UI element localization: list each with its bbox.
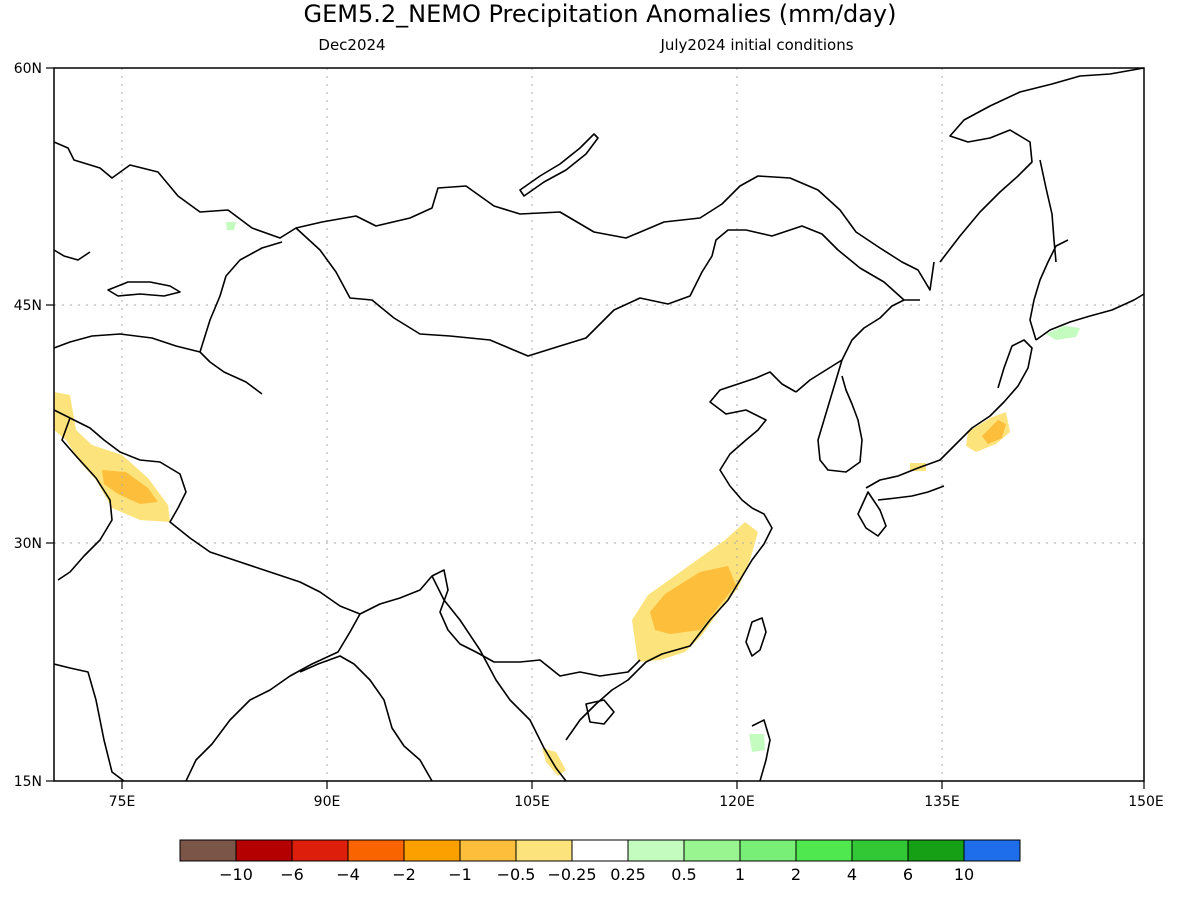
colorbar-label: −1 <box>448 865 472 884</box>
colorbar-label: 10 <box>954 865 974 884</box>
colorbar-label: −4 <box>336 865 360 884</box>
initial-conditions: July2024 initial conditions <box>659 36 853 54</box>
colorbar-swatch <box>907 839 965 862</box>
lon-label: 135E <box>924 794 960 810</box>
colorbar-label: 4 <box>847 865 857 884</box>
anomaly-shading <box>54 222 1080 776</box>
colorbar-labels: −10 −6 −4 −2 −1 −0.5 −0.25 0.25 0.5 1 2 4 6 10 <box>219 865 974 884</box>
colorbar-label: 2 <box>791 865 801 884</box>
lat-label: 30N <box>14 536 42 552</box>
colorbar-swatch <box>571 839 629 862</box>
longitude-labels: 75E 90E 105E 120E 135E 150E <box>109 794 1164 810</box>
colorbar-label: −2 <box>392 865 416 884</box>
colorbar-swatch <box>739 839 797 862</box>
anomaly-wet-light-luzon <box>749 734 765 752</box>
anomaly-wet-light-balkhash <box>226 222 236 230</box>
colorbar-swatch <box>291 839 349 862</box>
lon-label: 150E <box>1128 794 1164 810</box>
colorbar <box>179 839 1021 862</box>
colorbar-swatch <box>235 839 293 862</box>
colorbar-swatch <box>179 839 237 862</box>
colorbar-label: 0.25 <box>610 865 646 884</box>
lon-label: 75E <box>109 794 136 810</box>
latitude-labels: 60N 45N 30N 15N <box>14 61 42 790</box>
colorbar-swatch <box>515 839 573 862</box>
lat-ticks <box>46 67 54 782</box>
map-frame <box>53 67 1145 782</box>
colorbar-label: −0.25 <box>547 865 596 884</box>
colorbar-swatch <box>683 839 741 862</box>
colorbar-label: −6 <box>280 865 304 884</box>
forecast-month: Dec2024 <box>318 36 385 54</box>
anomaly-dry-light-shikoku <box>910 463 926 471</box>
coastlines-borders <box>54 68 1144 781</box>
anomaly-dry-medium-japan <box>982 420 1006 444</box>
colorbar-swatch <box>403 839 461 862</box>
colorbar-label: −10 <box>219 865 253 884</box>
colorbar-swatch <box>963 839 1021 862</box>
anomaly-wet-light-hokkaido <box>1046 326 1080 340</box>
graticule <box>54 68 1144 781</box>
anomaly-dry-medium-southchina <box>650 566 736 634</box>
map-title: GEM5.2_NEMO Precipitation Anomalies (mm/… <box>304 0 897 28</box>
colorbar-label: 0.5 <box>671 865 696 884</box>
map-area <box>54 68 1144 781</box>
colorbar-swatch <box>459 839 517 862</box>
lat-label: 45N <box>14 298 42 314</box>
lon-label: 120E <box>719 794 755 810</box>
lat-label: 60N <box>14 61 42 77</box>
colorbar-label: 6 <box>903 865 913 884</box>
lon-label: 105E <box>514 794 550 810</box>
colorbar-swatch <box>795 839 853 862</box>
colorbar-swatch <box>851 839 909 862</box>
colorbar-label: 1 <box>735 865 745 884</box>
colorbar-swatch <box>347 839 405 862</box>
colorbar-swatch <box>627 839 685 862</box>
lon-ticks <box>121 781 1145 789</box>
colorbar-label: −0.5 <box>497 865 536 884</box>
anomaly-dry-medium-pakistan <box>102 470 158 504</box>
lon-label: 90E <box>314 794 341 810</box>
lat-label: 15N <box>14 774 42 790</box>
